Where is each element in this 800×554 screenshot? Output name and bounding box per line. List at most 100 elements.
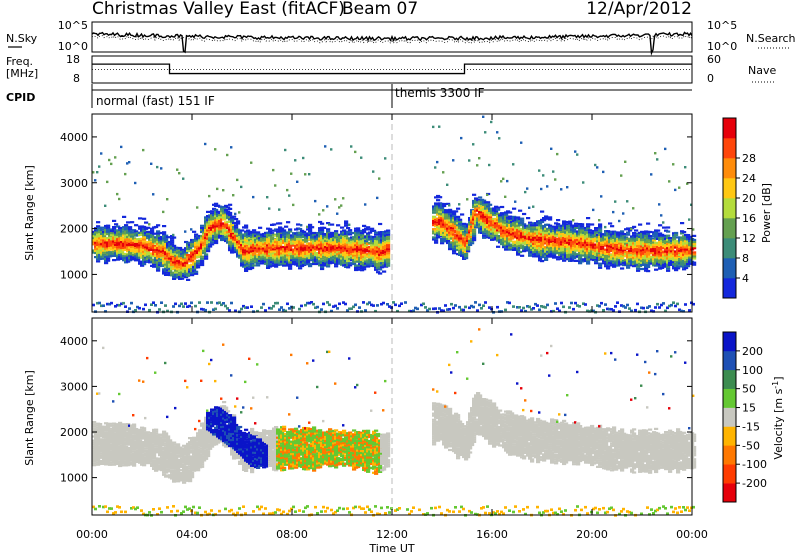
power-echo-cell (510, 231, 515, 234)
power-clutter-cell (562, 305, 565, 309)
power-clutter-cell (394, 303, 397, 307)
power-echo-cell (386, 235, 391, 238)
power-scatter-cell (486, 193, 489, 196)
power-echo-cell (112, 259, 117, 262)
power-echo-cell (554, 226, 559, 229)
power-scatter-cell (566, 186, 569, 189)
power-echo-cell (666, 230, 671, 233)
power-echo-cell (538, 257, 543, 260)
power-scatter-cell (446, 183, 449, 186)
power-clutter-cell (188, 304, 191, 308)
power-clutter-cell (330, 309, 333, 313)
power-echo-cell (302, 257, 307, 260)
power-echo-cell (382, 251, 387, 255)
power-echo-cell (556, 256, 561, 259)
power-echo-cell (362, 228, 367, 232)
power-echo-cell (516, 241, 521, 244)
power-scatter-cell (150, 162, 153, 165)
power-echo-cell (200, 239, 205, 242)
power-echo-cell (572, 250, 577, 253)
power-clutter-cell (572, 307, 575, 311)
power-echo-cell (438, 210, 443, 213)
power-echo-cell (432, 215, 437, 218)
power-echo-cell (288, 267, 293, 270)
power-echo-cell (472, 234, 477, 238)
power-clutter-cell (104, 310, 107, 313)
power-scatter-cell (458, 203, 461, 206)
power-clutter-cell (370, 303, 373, 307)
power-scatter-cell (230, 146, 233, 149)
power-echo-cell (564, 235, 569, 238)
power-echo-cell (138, 217, 143, 220)
power-echo-cell (522, 235, 527, 238)
power-clutter-cell (338, 302, 341, 306)
power-clutter-cell (128, 307, 131, 310)
power-echo-cell (540, 243, 545, 246)
power-clutter-cell (184, 302, 187, 305)
power-echo-cell (452, 247, 457, 251)
power-echo-cell (502, 219, 507, 222)
power-echo-cell (256, 262, 261, 265)
power-echo-cell (646, 232, 651, 235)
power-echo-cell (558, 229, 563, 232)
power-echo-cell (624, 236, 629, 239)
power-clutter-cell (578, 305, 581, 308)
cpid-mode-themis: themis 3300 IF (395, 86, 485, 100)
nsky-label: N.Sky (6, 32, 38, 45)
power-scatter-cell (234, 212, 237, 216)
power-clutter-cell (386, 303, 389, 306)
power-echo-cell (464, 252, 469, 256)
power-echo-cell (520, 244, 525, 247)
power-echo-cell (692, 234, 697, 237)
power-scatter-cell (214, 148, 217, 151)
power-echo-cell (448, 208, 453, 211)
power-scatter-cell (546, 185, 549, 188)
power-clutter-cell (262, 302, 265, 306)
power-echo-cell (666, 234, 671, 237)
power-scatter-cell (650, 173, 653, 176)
power-scatter-cell (542, 174, 545, 177)
power-echo-cell (554, 232, 559, 235)
power-clutter-cell (346, 309, 349, 312)
power-scatter-cell (324, 145, 327, 148)
power-echo-cell (344, 224, 349, 227)
power-echo-cell (352, 262, 357, 266)
power-echo-cell (206, 241, 211, 244)
power-clutter-cell (556, 307, 559, 310)
power-scatter-cell (94, 179, 97, 182)
power-echo-cell (130, 235, 135, 238)
power-scatter-cell (336, 212, 339, 215)
power-echo-cell (438, 214, 443, 217)
range-tick-label: 1000 (60, 268, 88, 281)
power-echo-cell (568, 222, 573, 225)
power-echo-cell (214, 237, 219, 240)
power-echo-cell (308, 223, 313, 226)
power-clutter-cell (496, 305, 499, 309)
power-clutter-cell (124, 305, 127, 308)
power-echo-cell (200, 261, 205, 264)
power-echo-cell (626, 237, 631, 240)
power-echo-cell (600, 245, 605, 248)
velocity-echo-cell (108, 463, 113, 466)
power-echo-cell (198, 247, 203, 250)
power-clutter-cell (576, 304, 579, 307)
power-scatter-cell (274, 184, 277, 187)
power-clutter-cell (106, 302, 109, 306)
power-scatter-cell (478, 157, 481, 160)
colorbar-tick-label: 16 (742, 212, 756, 225)
velocity-echo-cell (92, 425, 97, 428)
power-clutter-cell (670, 303, 673, 307)
power-echo-cell (218, 230, 223, 233)
power-echo-cell (466, 248, 471, 251)
power-echo-cell (232, 215, 237, 218)
power-echo-cell (548, 226, 553, 229)
power-echo-cell (548, 255, 553, 258)
power-echo-cell (362, 264, 367, 267)
power-echo-cell (348, 233, 353, 236)
power-scatter-cell (204, 142, 207, 146)
colorbar-tick-label: 20 (742, 192, 756, 205)
power-echo-cell (112, 228, 117, 231)
cpid-label: CPID (6, 91, 35, 104)
power-echo-cell (652, 239, 657, 242)
power-echo-cell (520, 219, 525, 222)
